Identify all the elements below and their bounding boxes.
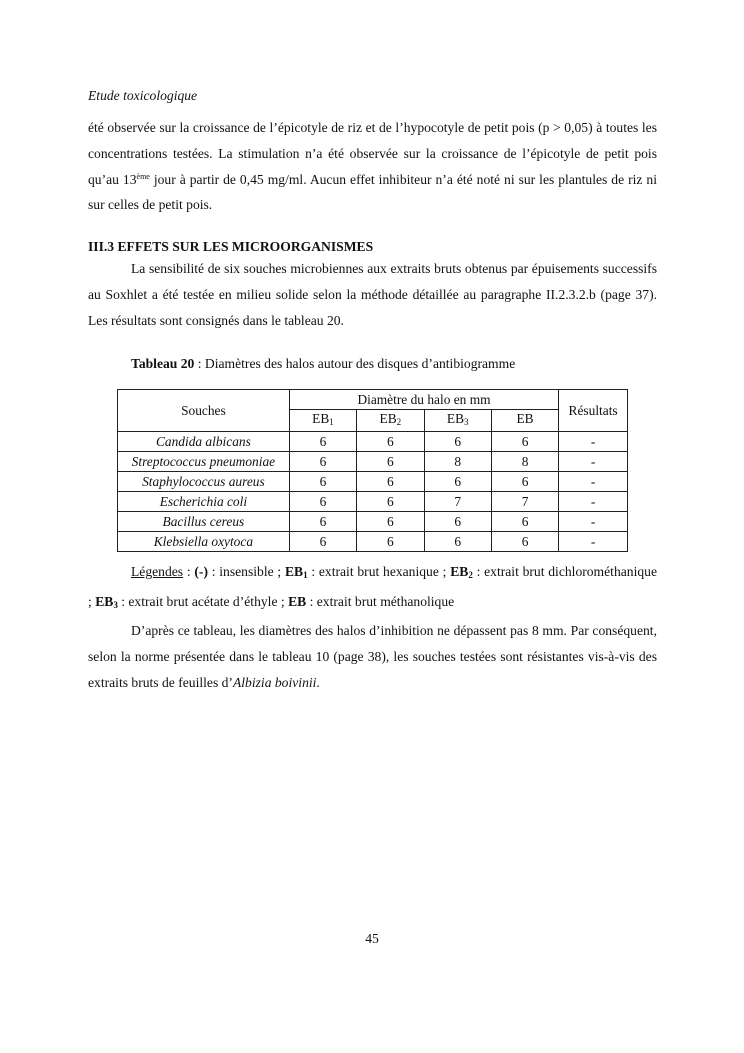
text: jour à partir de 0,45 mg/ml. Aucun effet… [88, 171, 657, 213]
superscript: ème [136, 171, 150, 181]
page-number: 45 [365, 931, 379, 946]
table-row: Streptococcus pneumoniae 6 6 8 8- [117, 451, 628, 472]
legend: Légendes : (-) : insensible ; EB1 : extr… [88, 564, 657, 610]
legend-key: EB [288, 593, 307, 609]
legend-desc: : extrait brut acétate d’éthyle ; [117, 593, 289, 609]
legend-key: EB2 [450, 564, 473, 580]
value-cell: 7 [490, 491, 560, 512]
value-cell: 8 [490, 451, 560, 472]
value-cell: 6 [490, 531, 560, 552]
legend-desc: : extrait brut hexanique ; [307, 564, 451, 579]
legend-key: (-) [194, 564, 208, 579]
value-cell: 6 [356, 451, 425, 472]
species-cell: Candida albicans [117, 431, 290, 452]
header-diametre: Diamètre du halo en mm [288, 389, 560, 410]
legend-desc: : insensible ; [207, 564, 285, 579]
header-col: EB3 [423, 409, 492, 432]
paragraph-2: La sensibilité de six souches microbienn… [88, 261, 657, 328]
header-resultats: Résultats [558, 389, 628, 432]
species-name: Albizia boivinii [232, 674, 317, 690]
value-cell: 6 [356, 471, 425, 492]
text: . [316, 674, 320, 690]
value-cell: 6 [490, 471, 560, 492]
value-cell: 6 [288, 531, 358, 552]
legend-key: EB3 [95, 593, 118, 610]
value-cell: 6 [288, 511, 358, 532]
caption-text: : Diamètres des halos autour des disques… [194, 356, 516, 371]
header-col: EB [490, 409, 560, 432]
table-row: Staphylococcus aureus 6 6 6 6- [117, 471, 628, 492]
value-cell: 6 [288, 471, 358, 492]
value-cell: 6 [423, 471, 492, 492]
value-cell: 6 [356, 511, 425, 532]
running-header: Etude toxicologique [88, 88, 198, 103]
value-cell: 6 [423, 431, 492, 452]
value-cell: 6 [356, 431, 425, 452]
result-cell: - [558, 511, 628, 532]
value-cell: 6 [288, 431, 358, 452]
species-cell: Staphylococcus aureus [117, 471, 290, 492]
paragraph-3: D’après ce tableau, les diamètres des ha… [88, 618, 657, 695]
result-cell: - [558, 531, 628, 552]
header-col: EB1 [288, 409, 358, 432]
table-row: Candida albicans 6 6 6 6- [117, 431, 628, 452]
value-cell: 6 [356, 531, 425, 552]
result-cell: - [558, 471, 628, 492]
header-souches: Souches [117, 389, 290, 432]
table-row: Bacillus cereus 6 6 6 6- [117, 511, 628, 532]
result-cell: - [558, 431, 628, 452]
result-cell: - [558, 491, 628, 512]
table-row: Escherichia coli 6 6 7 7- [117, 491, 628, 512]
species-cell: Klebsiella oxytoca [117, 531, 290, 552]
paragraph-1: été observée sur la croissance de l’épic… [88, 115, 657, 218]
table-row: Klebsiella oxytoca 6 6 6 6- [117, 531, 628, 552]
species-cell: Bacillus cereus [117, 511, 290, 532]
table-caption: Tableau 20 : Diamètres des halos autour … [131, 356, 515, 372]
value-cell: 6 [288, 491, 358, 512]
species-cell: Streptococcus pneumoniae [117, 451, 290, 472]
header-col: EB2 [356, 409, 425, 432]
legend-title: Légendes [131, 564, 184, 579]
text: D’après ce tableau, les diamètres des ha… [88, 623, 657, 690]
legend-desc: : extrait brut méthanolique [306, 593, 455, 609]
section-heading: III.3 EFFETS SUR LES MICROORGANISMES [88, 239, 374, 254]
value-cell: 8 [423, 451, 492, 472]
value-cell: 7 [423, 491, 492, 512]
value-cell: 6 [423, 531, 492, 552]
text: été observée sur la croissance de l’épic… [88, 120, 657, 187]
value-cell: 6 [423, 511, 492, 532]
legend-desc: : extrait brut dichlorométhanique ; [88, 564, 657, 609]
value-cell: 6 [288, 451, 358, 472]
caption-label: Tableau 20 [131, 356, 195, 371]
value-cell: 6 [490, 511, 560, 532]
value-cell: 6 [356, 491, 425, 512]
legend-key: EB1 [284, 564, 308, 580]
results-table: Souches Diamètre du halo en mm Résultats… [117, 389, 628, 552]
result-cell: - [558, 451, 628, 472]
species-cell: Escherichia coli [117, 491, 290, 512]
value-cell: 6 [490, 431, 560, 452]
